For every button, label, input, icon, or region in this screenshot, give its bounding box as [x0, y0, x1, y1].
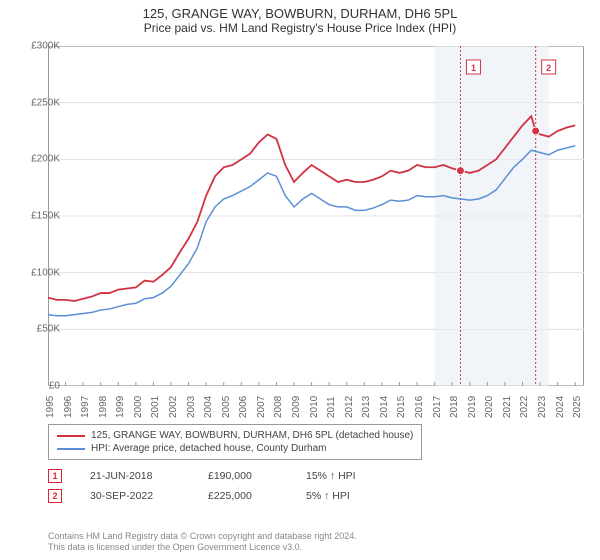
footer-line-2: This data is licensed under the Open Gov… — [48, 542, 357, 554]
x-tick-label: 2007 — [256, 396, 267, 418]
y-tick-label: £200K — [16, 154, 60, 165]
plot-svg: 12 — [48, 46, 584, 386]
transaction-row: 1 21-JUN-2018 £190,000 15% ↑ HPI — [48, 466, 356, 486]
x-tick-label: 2001 — [150, 396, 161, 418]
x-tick-label: 2025 — [572, 396, 583, 418]
transaction-price: £225,000 — [208, 490, 278, 502]
x-tick-label: 2018 — [449, 396, 460, 418]
x-tick-label: 1998 — [98, 396, 109, 418]
y-tick-label: £150K — [16, 211, 60, 222]
legend-label: 125, GRANGE WAY, BOWBURN, DURHAM, DH6 5P… — [91, 430, 413, 441]
x-tick-label: 2012 — [344, 396, 355, 418]
x-tick-label: 2013 — [361, 396, 372, 418]
x-tick-label: 2010 — [309, 396, 320, 418]
x-tick-label: 2008 — [273, 396, 284, 418]
transaction-date: 21-JUN-2018 — [90, 470, 180, 482]
transaction-delta: 15% ↑ HPI — [306, 470, 356, 482]
x-tick-label: 2022 — [519, 396, 530, 418]
x-tick-label: 2017 — [432, 396, 443, 418]
transaction-price: £190,000 — [208, 470, 278, 482]
x-tick-label: 2016 — [414, 396, 425, 418]
legend: 125, GRANGE WAY, BOWBURN, DURHAM, DH6 5P… — [48, 424, 422, 460]
x-tick-label: 2004 — [203, 396, 214, 418]
x-tick-label: 2011 — [326, 396, 337, 418]
x-tick-label: 2014 — [379, 396, 390, 418]
transaction-delta: 5% ↑ HPI — [306, 490, 350, 502]
svg-text:2: 2 — [546, 63, 551, 73]
y-tick-label: £250K — [16, 97, 60, 108]
x-tick-label: 2002 — [168, 396, 179, 418]
y-tick-label: £0 — [16, 381, 60, 392]
y-tick-label: £100K — [16, 267, 60, 278]
x-tick-label: 2021 — [502, 396, 513, 418]
x-tick-label: 1995 — [45, 396, 56, 418]
x-tick-label: 1999 — [115, 396, 126, 418]
x-tick-label: 2003 — [186, 396, 197, 418]
chart-title: 125, GRANGE WAY, BOWBURN, DURHAM, DH6 5P… — [0, 0, 600, 21]
transaction-date: 30-SEP-2022 — [90, 490, 180, 502]
x-tick-label: 2019 — [467, 396, 478, 418]
footer-line-1: Contains HM Land Registry data © Crown c… — [48, 531, 357, 543]
x-tick-label: 2005 — [221, 396, 232, 418]
transaction-row: 2 30-SEP-2022 £225,000 5% ↑ HPI — [48, 486, 356, 506]
x-tick-label: 2020 — [484, 396, 495, 418]
y-tick-label: £300K — [16, 41, 60, 52]
x-tick-label: 2024 — [555, 396, 566, 418]
legend-swatch — [57, 435, 85, 437]
chart-area: 12 — [48, 46, 584, 386]
attribution-footer: Contains HM Land Registry data © Crown c… — [48, 531, 357, 554]
chart-subtitle: Price paid vs. HM Land Registry's House … — [0, 21, 600, 39]
x-tick-label: 2015 — [396, 396, 407, 418]
legend-item: HPI: Average price, detached house, Coun… — [57, 442, 413, 455]
x-tick-label: 2009 — [291, 396, 302, 418]
x-tick-label: 2000 — [133, 396, 144, 418]
transaction-badge: 2 — [48, 489, 62, 503]
x-tick-label: 2023 — [537, 396, 548, 418]
legend-item: 125, GRANGE WAY, BOWBURN, DURHAM, DH6 5P… — [57, 429, 413, 442]
legend-swatch — [57, 448, 85, 450]
y-tick-label: £50K — [16, 324, 60, 335]
svg-text:1: 1 — [471, 63, 476, 73]
transactions-table: 1 21-JUN-2018 £190,000 15% ↑ HPI 2 30-SEP-202… — [48, 466, 356, 506]
x-tick-label: 1997 — [80, 396, 91, 418]
legend-label: HPI: Average price, detached house, Coun… — [91, 443, 327, 454]
x-tick-label: 1996 — [63, 396, 74, 418]
transaction-badge: 1 — [48, 469, 62, 483]
x-tick-label: 2006 — [238, 396, 249, 418]
